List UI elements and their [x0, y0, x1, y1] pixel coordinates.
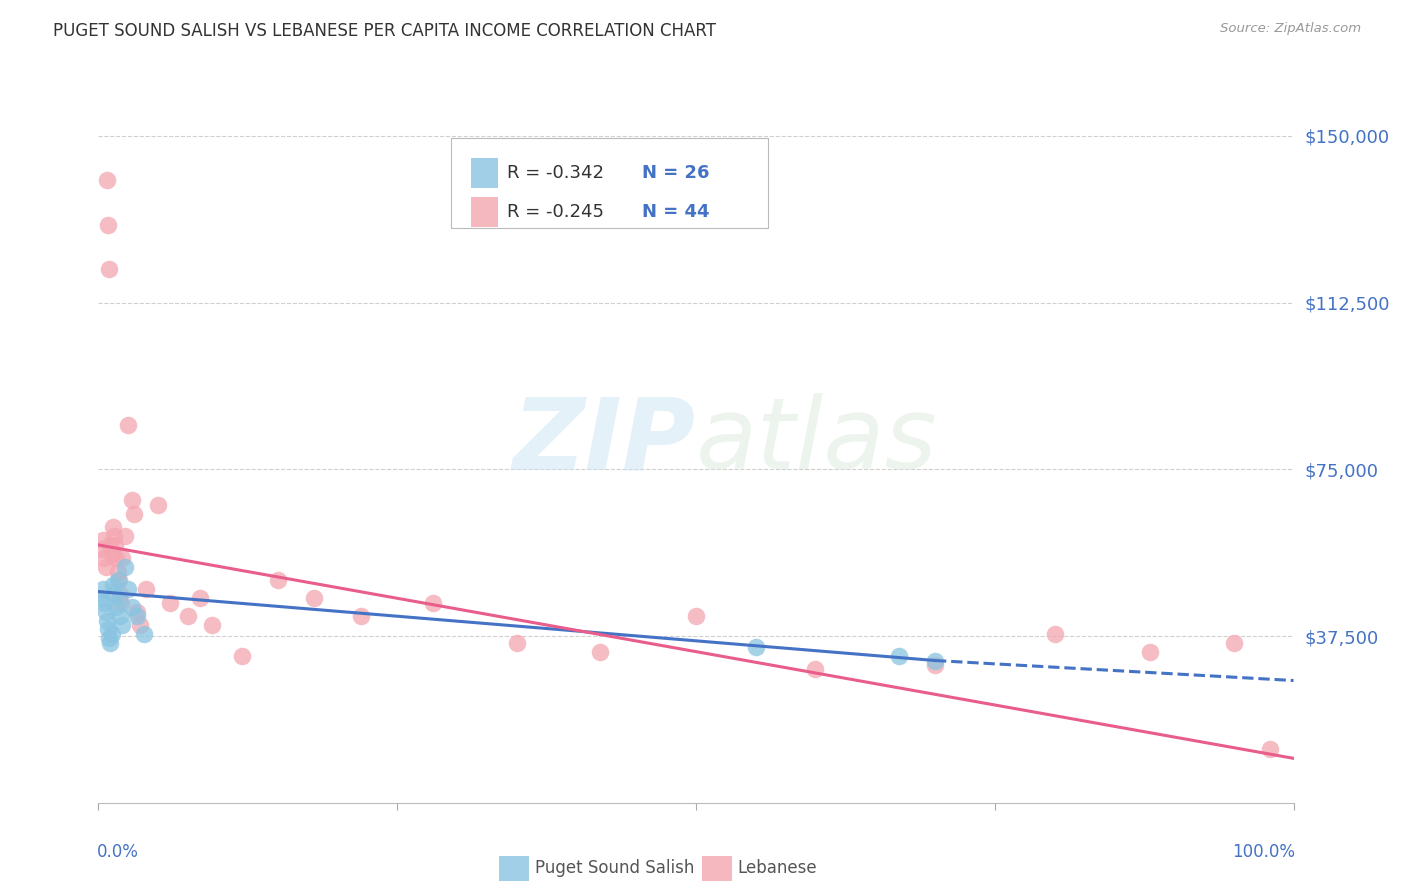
Point [91, 542, 114, 557]
Point [100, 627, 122, 641]
Point [924, 657, 946, 672]
Text: 100.0%: 100.0% [1232, 843, 1295, 861]
Point [94, 605, 117, 619]
Point [94, 560, 117, 574]
Point [101, 520, 124, 534]
Point [589, 645, 612, 659]
Point [105, 600, 128, 615]
Point [98, 632, 121, 646]
Point [422, 596, 444, 610]
Point [98, 262, 121, 277]
Point [121, 493, 143, 508]
Point [148, 498, 170, 512]
Point [110, 596, 132, 610]
Point [108, 587, 131, 601]
Point [745, 640, 768, 655]
Text: Source: ZipAtlas.com: Source: ZipAtlas.com [1220, 22, 1361, 36]
Point [107, 565, 129, 579]
Point [114, 560, 136, 574]
Point [104, 538, 127, 552]
Point [97, 218, 120, 232]
Point [231, 649, 253, 664]
Point [98, 538, 122, 552]
Point [889, 649, 911, 664]
Point [91, 582, 114, 597]
Point [107, 574, 129, 588]
Point [93, 551, 115, 566]
Point [188, 591, 211, 606]
FancyBboxPatch shape [499, 855, 529, 880]
Text: atlas: atlas [696, 393, 938, 490]
Point [350, 609, 373, 624]
Point [97, 623, 120, 637]
Point [506, 636, 529, 650]
Point [132, 627, 155, 641]
Text: 0.0%: 0.0% [97, 843, 139, 861]
Text: Lebanese: Lebanese [738, 859, 817, 877]
Point [159, 596, 181, 610]
Point [125, 605, 148, 619]
Point [107, 591, 129, 606]
Point [267, 574, 290, 588]
Point [302, 591, 325, 606]
Point [124, 507, 146, 521]
Point [1139, 645, 1161, 659]
Point [117, 417, 139, 432]
Point [129, 618, 152, 632]
Point [111, 551, 134, 566]
Text: N = 26: N = 26 [643, 164, 710, 182]
Point [100, 547, 122, 561]
Point [1223, 636, 1246, 650]
Text: R = -0.245: R = -0.245 [508, 203, 605, 221]
Point [93, 596, 115, 610]
Point [107, 574, 129, 588]
FancyBboxPatch shape [471, 197, 498, 227]
Point [1258, 742, 1281, 756]
Point [121, 600, 143, 615]
Point [98, 636, 122, 650]
Point [924, 653, 946, 667]
Text: ZIP: ZIP [513, 393, 696, 490]
Text: N = 44: N = 44 [643, 203, 710, 221]
Point [125, 609, 148, 624]
Text: R = -0.342: R = -0.342 [508, 164, 605, 182]
Text: Puget Sound Salish: Puget Sound Salish [534, 859, 695, 877]
Point [103, 529, 125, 543]
Point [91, 533, 114, 548]
Point [111, 618, 134, 632]
Point [117, 582, 139, 597]
Point [685, 609, 707, 624]
Point [96, 173, 118, 187]
FancyBboxPatch shape [451, 138, 768, 228]
Point [105, 551, 128, 566]
Point [114, 529, 136, 543]
Point [96, 614, 118, 628]
Point [108, 609, 131, 624]
Point [1043, 627, 1066, 641]
FancyBboxPatch shape [471, 158, 498, 188]
Point [90, 591, 112, 606]
Point [135, 582, 157, 597]
Text: PUGET SOUND SALISH VS LEBANESE PER CAPITA INCOME CORRELATION CHART: PUGET SOUND SALISH VS LEBANESE PER CAPIT… [53, 22, 717, 40]
Point [804, 662, 827, 676]
Point [201, 618, 224, 632]
Point [177, 609, 200, 624]
Point [103, 587, 125, 601]
FancyBboxPatch shape [702, 855, 733, 880]
Point [101, 578, 124, 592]
